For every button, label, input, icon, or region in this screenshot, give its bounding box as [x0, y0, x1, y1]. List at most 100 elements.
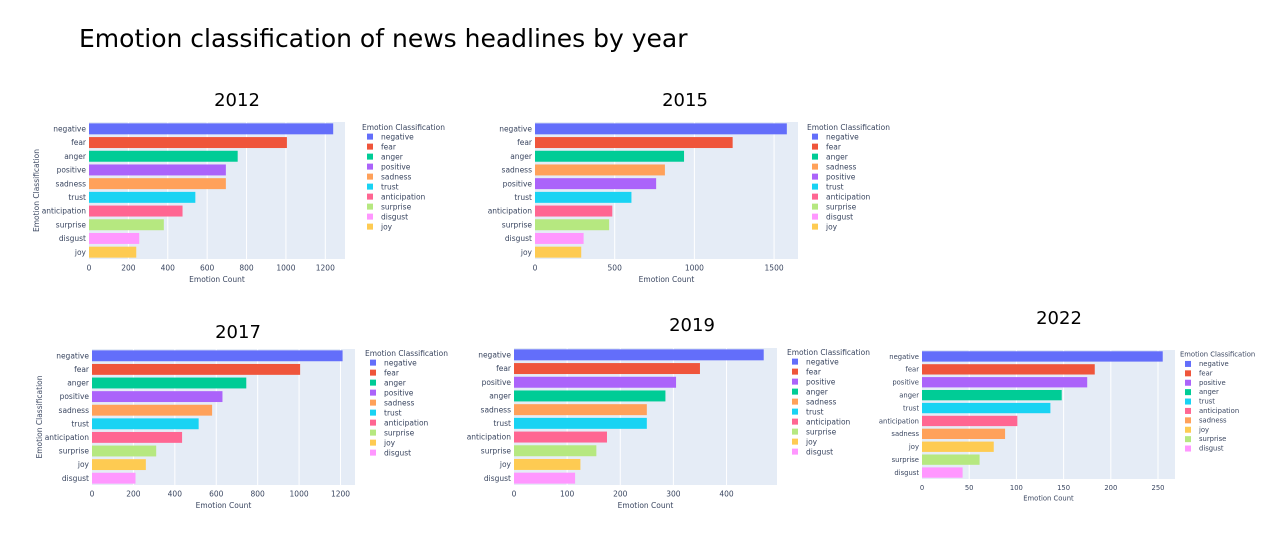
bar-positive — [514, 376, 677, 388]
legend-item-anticipation: anticipation — [806, 417, 851, 426]
x-tick-label: 1000 — [685, 264, 704, 273]
y-tick-label: disgust — [59, 234, 86, 243]
legend-swatch-anger — [792, 388, 798, 395]
legend-swatch-anticipation — [370, 419, 376, 426]
y-tick-label: trust — [903, 404, 919, 412]
legend-swatch-sadness — [812, 163, 818, 170]
y-axis-label: Emotion Classification — [35, 375, 44, 458]
bar-negative — [514, 349, 764, 361]
legend-swatch-fear — [367, 143, 373, 150]
legend-item-surprise: surprise — [806, 427, 837, 436]
y-tick-label: sadness — [56, 179, 87, 188]
legend-item-positive: positive — [806, 377, 836, 386]
x-axis-label: Emotion Count — [1023, 495, 1074, 503]
legend-item-joy: joy — [825, 222, 838, 231]
bar-joy — [92, 459, 146, 471]
x-tick-label: 500 — [608, 264, 623, 273]
legend-swatch-sadness — [370, 399, 376, 406]
legend-item-sadness: sadness — [1199, 416, 1227, 424]
legend-item-anger: anger — [384, 378, 407, 387]
legend-item-anticipation: anticipation — [381, 192, 426, 201]
legend-item-joy: joy — [380, 222, 393, 231]
legend-item-surprise: surprise — [381, 202, 412, 211]
x-tick-label: 1000 — [290, 490, 309, 499]
bar-sadness — [535, 164, 665, 176]
bar-fear — [89, 137, 287, 149]
legend-swatch-disgust — [370, 449, 376, 456]
chart-title-2017: 2017 — [215, 322, 261, 343]
legend-swatch-anticipation — [367, 193, 373, 200]
bar-trust — [922, 402, 1051, 414]
legend-swatch-anticipation — [792, 418, 798, 425]
legend-item-negative: negative — [1199, 360, 1229, 368]
legend-swatch-trust — [367, 183, 373, 190]
y-tick-label: anger — [489, 392, 512, 401]
chart-2012: negativefearangerpositivesadnesstrustant… — [32, 122, 445, 284]
bar-sadness — [922, 428, 1006, 440]
legend-swatch-anger — [812, 153, 818, 160]
y-tick-label: surprise — [59, 447, 90, 456]
y-tick-label: positive — [60, 392, 90, 401]
bar-disgust — [92, 472, 136, 484]
y-tick-label: negative — [889, 353, 919, 361]
legend-title: Emotion Classification — [807, 123, 890, 132]
legend-item-surprise: surprise — [826, 202, 857, 211]
legend-swatch-trust — [812, 183, 818, 190]
legend-title: Emotion Classification — [1180, 350, 1255, 358]
legend-swatch-positive — [792, 378, 798, 385]
chart-2017: negativefearangerpositivesadnesstrustant… — [35, 349, 448, 510]
x-tick-label: 200 — [126, 490, 141, 499]
y-tick-label: joy — [77, 460, 90, 469]
y-tick-label: negative — [53, 124, 86, 133]
y-tick-label: anticipation — [45, 433, 90, 442]
legend-item-negative: negative — [806, 357, 839, 366]
y-tick-label: surprise — [481, 446, 512, 455]
legend-item-trust: trust — [381, 182, 399, 191]
bar-fear — [514, 363, 700, 375]
legend-item-surprise: surprise — [1199, 435, 1226, 443]
bar-positive — [922, 377, 1088, 388]
legend-title: Emotion Classification — [365, 349, 448, 358]
legend-item-anger: anger — [826, 152, 849, 161]
bar-disgust — [922, 467, 963, 478]
bar-joy — [535, 246, 582, 258]
y-tick-label: joy — [499, 460, 512, 469]
y-tick-label: joy — [74, 248, 87, 257]
y-tick-label: fear — [905, 366, 919, 374]
bar-anger — [922, 389, 1062, 401]
legend-swatch-joy — [367, 223, 373, 230]
bar-fear — [922, 364, 1095, 375]
x-tick-label: 200 — [613, 490, 628, 499]
y-tick-label: fear — [74, 365, 90, 374]
legend-swatch-anticipation — [1185, 407, 1191, 414]
bar-joy — [89, 246, 137, 258]
legend-swatch-fear — [370, 369, 376, 376]
legend-item-joy: joy — [383, 438, 396, 447]
x-tick-label: 800 — [251, 490, 266, 499]
legend-swatch-disgust — [367, 213, 373, 220]
legend-item-disgust: disgust — [384, 448, 411, 457]
bar-trust — [92, 418, 199, 430]
chart-title-2022: 2022 — [1036, 308, 1082, 329]
legend-item-trust: trust — [1199, 398, 1215, 406]
legend-swatch-surprise — [367, 203, 373, 210]
main-title: Emotion classification of news headlines… — [79, 24, 688, 53]
legend-swatch-positive — [812, 173, 818, 180]
legend-item-joy: joy — [805, 437, 818, 446]
y-tick-label: anger — [64, 152, 87, 161]
legend-item-fear: fear — [1199, 369, 1213, 377]
bar-trust — [514, 417, 647, 429]
bar-disgust — [514, 472, 576, 484]
x-tick-label: 0 — [512, 490, 517, 499]
legend-swatch-disgust — [812, 213, 818, 220]
x-tick-label: 1500 — [765, 264, 784, 273]
y-tick-label: trust — [71, 419, 89, 428]
bar-anticipation — [535, 205, 613, 217]
legend-item-disgust: disgust — [1199, 445, 1224, 453]
legend-item-sadness: sadness — [381, 172, 412, 181]
x-tick-label: 50 — [965, 484, 974, 492]
legend-item-trust: trust — [826, 182, 844, 191]
bar-anger — [514, 390, 666, 402]
bar-anger — [89, 150, 238, 162]
